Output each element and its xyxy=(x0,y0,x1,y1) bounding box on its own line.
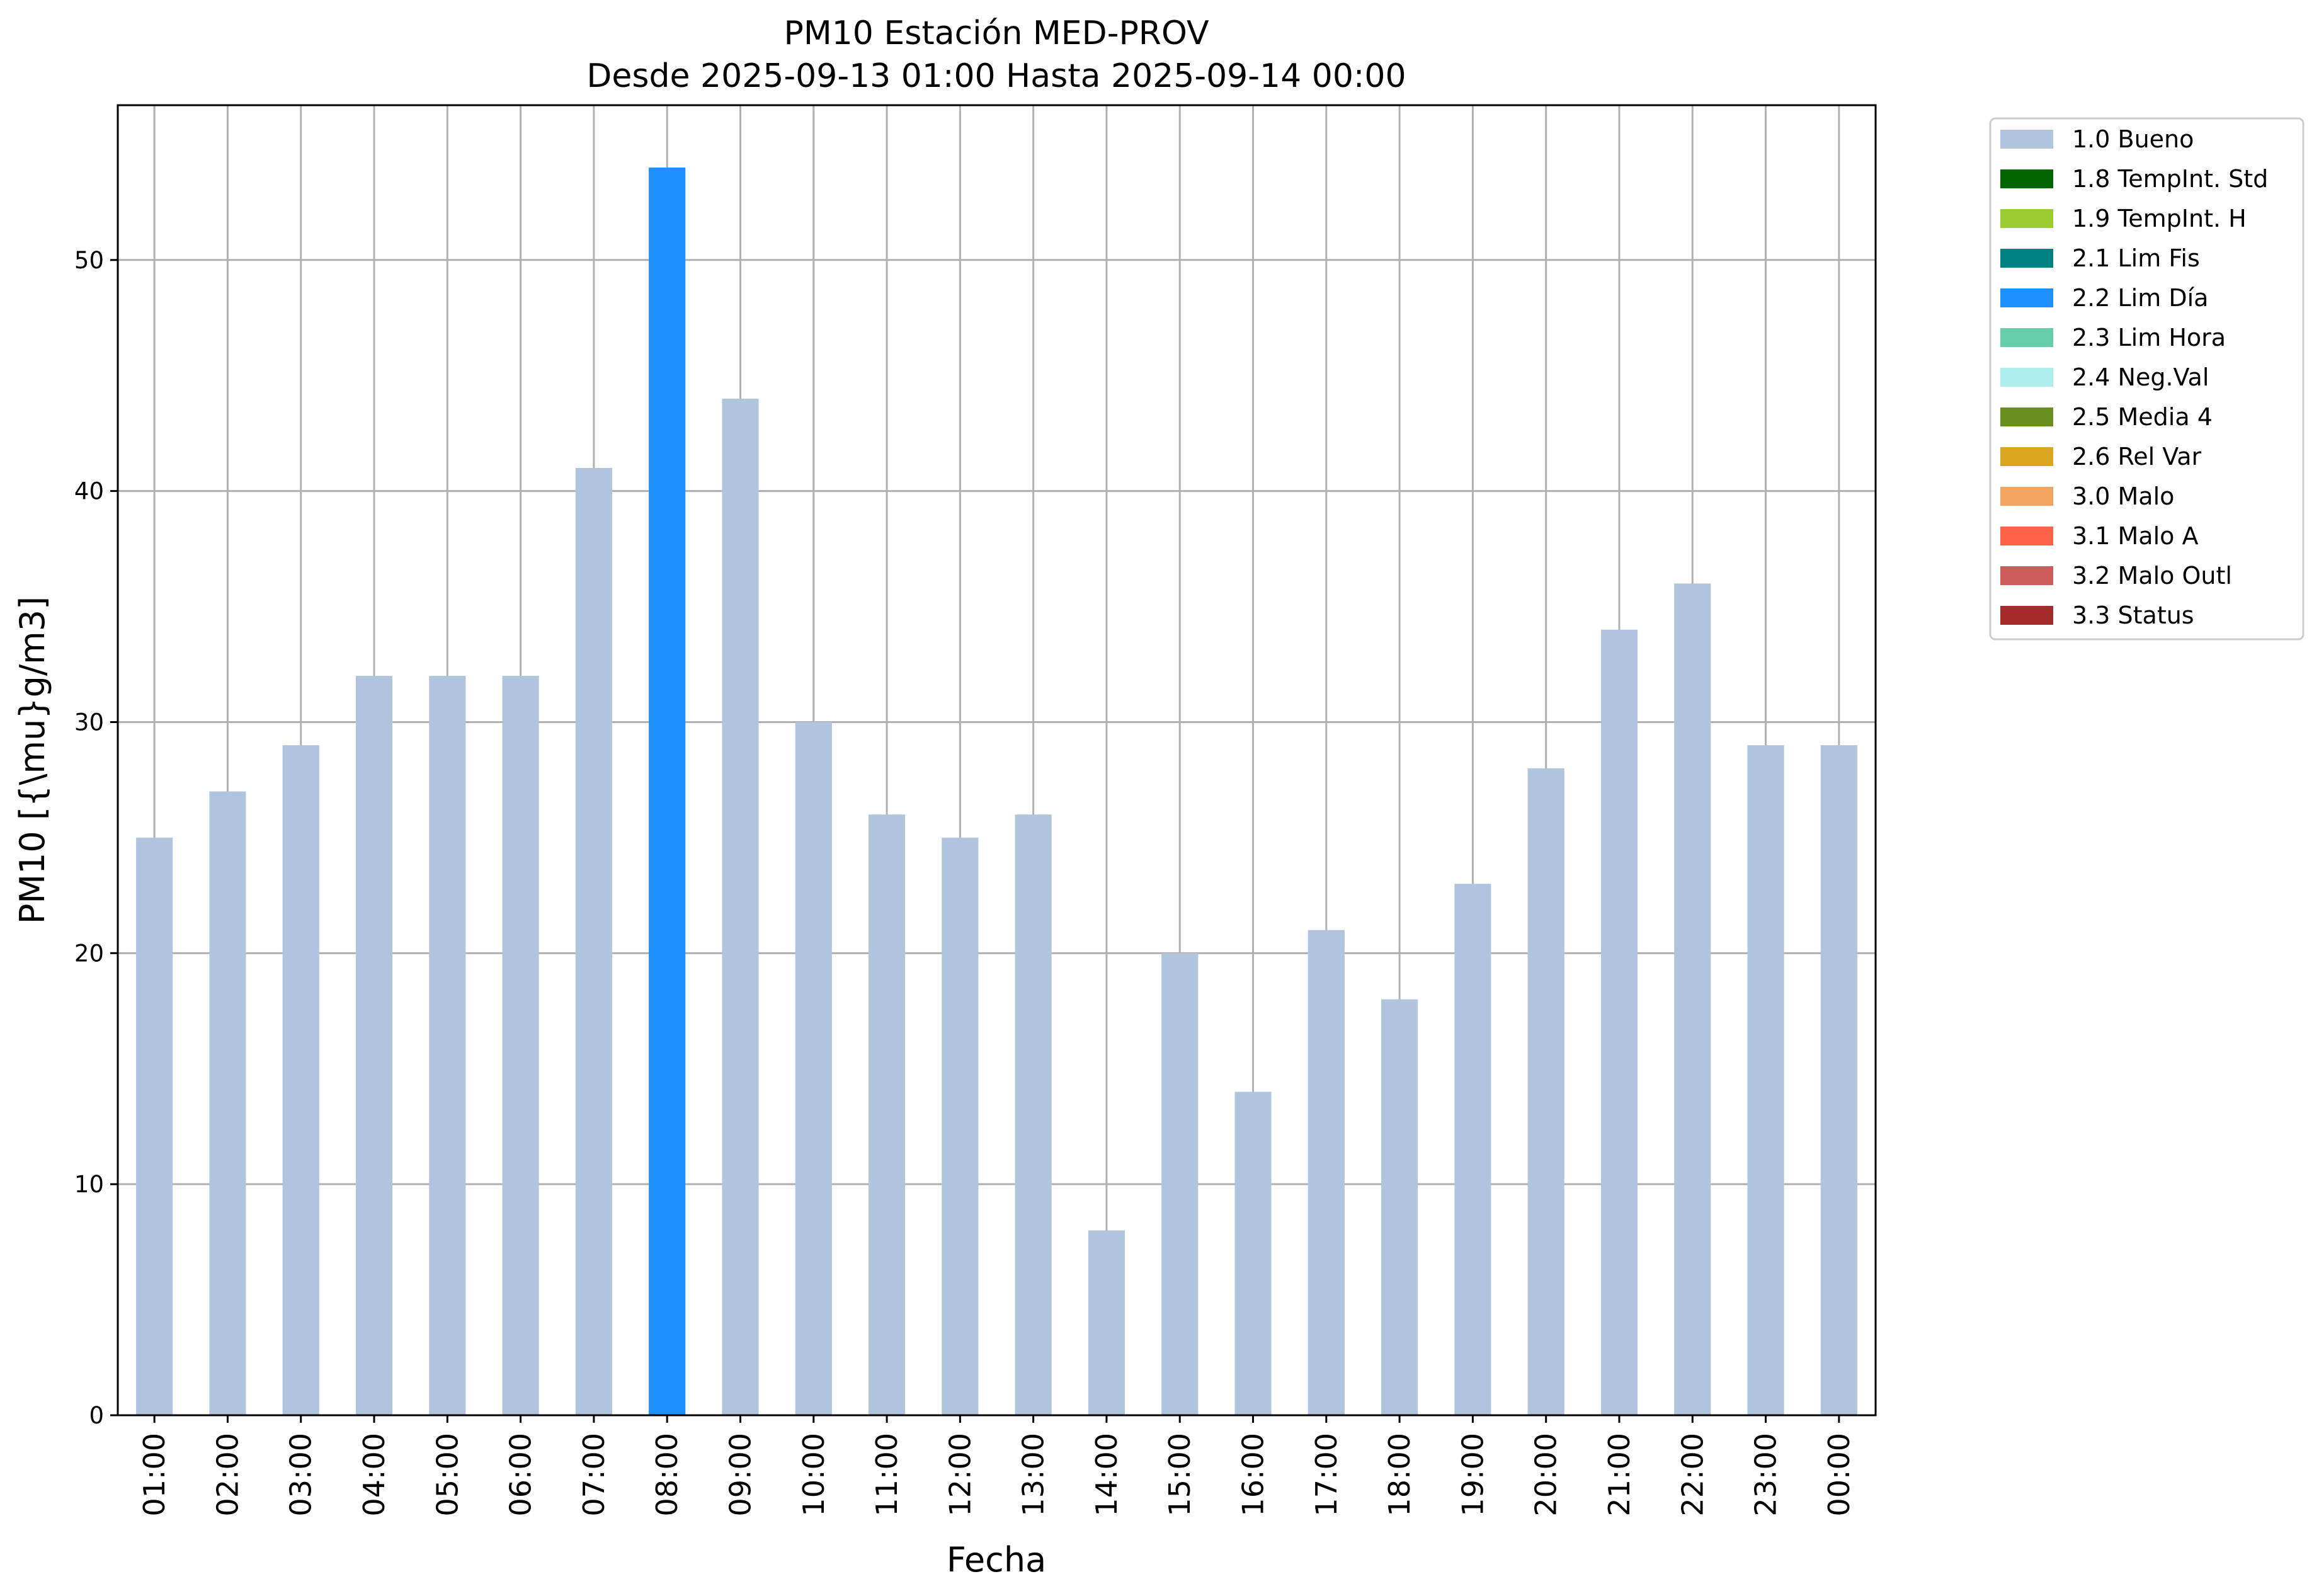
legend-label: 3.2 Malo Outl xyxy=(2072,562,2232,590)
bar-0100 xyxy=(136,837,173,1415)
legend-frame xyxy=(1989,117,2305,641)
y-tick-label: 0 xyxy=(89,1402,104,1429)
legend-label: 2.5 Media 4 xyxy=(2072,403,2213,431)
bar-1200 xyxy=(942,837,979,1415)
x-tick-label: 13:00 xyxy=(1017,1433,1051,1517)
x-tick-label: 15:00 xyxy=(1163,1433,1197,1517)
legend-label: 1.9 TempInt. H xyxy=(2072,205,2247,232)
x-tick-label: 23:00 xyxy=(1749,1433,1783,1517)
legend-swatch xyxy=(2000,169,2053,188)
legend-label: 3.1 Malo A xyxy=(2072,522,2198,550)
legend-label: 2.3 Lim Hora xyxy=(2072,324,2226,351)
bar-1400 xyxy=(1088,1230,1125,1415)
x-tick-label: 21:00 xyxy=(1602,1433,1636,1517)
bar-0000 xyxy=(1820,745,1857,1415)
x-tick-label: 01:00 xyxy=(137,1433,171,1517)
x-tick-label: 19:00 xyxy=(1456,1433,1490,1517)
legend-label: 1.8 TempInt. Std xyxy=(2072,165,2268,193)
x-tick-label: 02:00 xyxy=(210,1433,244,1517)
legend-swatch xyxy=(2000,447,2053,466)
x-tick-label: 06:00 xyxy=(504,1433,538,1517)
bar-1600 xyxy=(1234,1092,1272,1415)
legend-swatch xyxy=(2000,368,2053,387)
legend: 1.0 Bueno 1.8 TempInt. Std 1.9 TempInt. H 2… xyxy=(1989,117,2305,641)
legend-swatch xyxy=(2000,487,2053,506)
x-tick-label: 03:00 xyxy=(284,1433,318,1517)
bar-1900 xyxy=(1454,884,1491,1415)
bar-0500 xyxy=(429,676,466,1415)
x-tick-label: 07:00 xyxy=(577,1433,611,1517)
legend-swatch xyxy=(2000,209,2053,228)
x-tick-label: 20:00 xyxy=(1529,1433,1563,1517)
x-tick-label: 05:00 xyxy=(430,1433,464,1517)
legend-swatch xyxy=(2000,606,2053,625)
chart-subtitle: Desde 2025-09-13 01:00 Hasta 2025-09-14 … xyxy=(586,57,1406,95)
x-tick-label: 12:00 xyxy=(943,1433,977,1517)
legend-swatch xyxy=(2000,527,2053,545)
legend-swatch xyxy=(2000,288,2053,307)
bar-1100 xyxy=(868,814,906,1415)
x-tick-label: 11:00 xyxy=(870,1433,904,1517)
y-tick-label: 20 xyxy=(74,940,104,967)
y-tick-label: 30 xyxy=(74,709,104,736)
y-tick-label: 10 xyxy=(74,1171,104,1198)
legend-swatch xyxy=(2000,130,2053,149)
x-axis-label: Fecha xyxy=(947,1540,1046,1580)
x-tick-label: 10:00 xyxy=(797,1433,831,1517)
y-tick-label: 40 xyxy=(74,478,104,505)
x-axis: 01:00 02:00 03:00 04:00 05:00 06:00 07:00 08:00… xyxy=(137,1415,1856,1517)
legend-label: 3.0 Malo xyxy=(2072,482,2174,510)
legend-swatch xyxy=(2000,566,2053,585)
legend-swatch xyxy=(2000,408,2053,426)
y-tick-label: 50 xyxy=(74,247,104,274)
bar-0600 xyxy=(502,676,539,1415)
bar-1500 xyxy=(1161,953,1199,1415)
bar-0800 xyxy=(649,168,686,1415)
legend-swatch xyxy=(2000,328,2053,347)
x-tick-label: 18:00 xyxy=(1382,1433,1416,1517)
chart-title: PM10 Estación MED-PROV xyxy=(783,14,1209,52)
bar-0400 xyxy=(355,676,393,1415)
bar-0300 xyxy=(282,745,319,1415)
legend-label: 2.2 Lim Día xyxy=(2072,284,2208,312)
bar-2000 xyxy=(1527,768,1564,1415)
bar-0200 xyxy=(209,791,246,1415)
x-tick-label: 04:00 xyxy=(357,1433,391,1517)
x-tick-label: 08:00 xyxy=(650,1433,684,1517)
bar-0900 xyxy=(722,398,759,1415)
legend-label: 2.4 Neg.Val xyxy=(2072,363,2209,391)
x-tick-label: 16:00 xyxy=(1236,1433,1270,1517)
bar-1000 xyxy=(795,722,832,1415)
x-tick-label: 17:00 xyxy=(1309,1433,1343,1517)
bars xyxy=(136,168,1857,1416)
bar-2300 xyxy=(1747,745,1784,1415)
y-axis-label: PM10 [{\mu}g/m3] xyxy=(13,596,52,924)
x-tick-label: 22:00 xyxy=(1675,1433,1709,1517)
plot-frame xyxy=(117,104,1877,1416)
legend-label: 3.3 Status xyxy=(2072,601,2194,629)
bar-1700 xyxy=(1308,930,1345,1415)
legend-label: 1.0 Bueno xyxy=(2072,125,2194,153)
bar-1800 xyxy=(1381,999,1418,1415)
y-axis: 0 10 20 30 40 50 xyxy=(74,247,118,1429)
x-tick-label: 14:00 xyxy=(1090,1433,1124,1517)
legend-label: 2.6 Rel Var xyxy=(2072,443,2202,470)
bar-1300 xyxy=(1015,814,1052,1415)
x-tick-label: 00:00 xyxy=(1822,1433,1856,1517)
legend-swatch xyxy=(2000,249,2053,268)
legend-label: 2.1 Lim Fis xyxy=(2072,244,2200,272)
bar-2200 xyxy=(1674,583,1711,1416)
bar-2100 xyxy=(1600,629,1638,1416)
x-tick-label: 09:00 xyxy=(723,1433,757,1517)
bar-0700 xyxy=(575,467,612,1415)
